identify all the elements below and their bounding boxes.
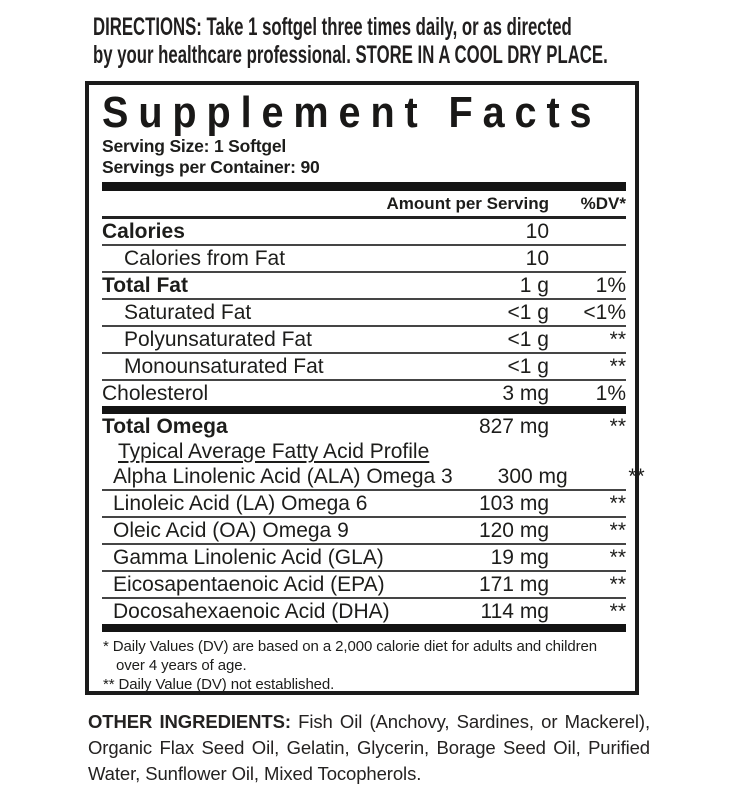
other-ingredients-text: Fish Oil (Anchovy, Sardines, or Mackerel… [88,711,651,784]
row-amount: 827 mg [478,415,549,438]
row-amount: 3 mg [502,382,549,405]
row-name: Calories [102,220,185,243]
section-divider-bar [102,406,626,414]
supplement-facts-panel: Supplement Facts Serving Size: 1 Softgel… [85,81,645,695]
row-name: Gamma Linolenic Acid (GLA) [113,546,384,569]
row-amount: 1 g [519,274,549,297]
row-dv: ** [609,519,626,542]
directions-label: DIRECTIONS: [93,13,202,41]
row-amount: 10 [525,247,549,270]
row-name: Docosahexaenoic Acid (DHA) [113,600,390,623]
row-dv: ** [609,546,626,569]
row-name: Saturated Fat [124,301,252,324]
row-amount: <1 g [507,355,549,378]
row-name: Eicosapentaenoic Acid (EPA) [113,573,385,596]
row-dv: ** [609,600,626,623]
header-top-bar [102,182,626,191]
directions-block: DIRECTIONS: Take 1 softgel three times d… [93,13,735,69]
directions-line-1: DIRECTIONS: Take 1 softgel three times d… [93,13,608,41]
row-dv: ** [609,355,626,378]
row-name: Total Fat [102,274,188,297]
header-amount-per-serving: Amount per Serving [386,194,549,213]
row-dv: 1% [595,382,626,405]
facts-row: Polyunsaturated Fat <1 g ** [102,327,626,354]
row-dv: ** [609,573,626,596]
directions-line-2-text: by your healthcare professional. [93,41,356,69]
other-ingredients: OTHER INGREDIENTS: Fish Oil (Anchovy, Sa… [88,709,650,787]
row-dv: ** [609,328,626,351]
row-name: Linoleic Acid (LA) Omega 6 [113,492,368,515]
other-ingredients-label: OTHER INGREDIENTS: [88,711,291,732]
facts-row: Oleic Acid (OA) Omega 9 120 mg ** [102,518,626,545]
row-name: Typical Average Fatty Acid Profile [118,440,430,463]
row-name: Calories from Fat [124,247,286,270]
header-dv: %DV* [580,194,626,213]
facts-row: Cholesterol 3 mg 1% [102,381,626,406]
row-name: Polyunsaturated Fat [124,328,312,351]
row-amount: 171 mg [478,573,549,596]
row-amount: 10 [525,220,549,243]
row-name: Alpha Linolenic Acid (ALA) Omega 3 [113,465,453,488]
row-amount: <1 g [507,328,549,351]
facts-header-row: Amount per Serving %DV* [102,191,626,219]
storage-instruction: STORE IN A COOL DRY PLACE. [355,41,608,69]
row-dv: ** [628,465,645,488]
footnotes: * Daily Values (DV) are based on a 2,000… [102,632,626,694]
footnote-daily-values: * Daily Values (DV) are based on a 2,000… [103,638,597,674]
facts-rows: Calories 10 Calories from Fat 10 Total Fat 1 … [102,219,645,632]
row-dv: 1% [595,274,626,297]
serving-size: Serving Size: 1 Softgel [102,136,287,156]
row-name: Cholesterol [102,382,209,405]
row-name: Total Omega [102,415,228,438]
facts-row: Linoleic Acid (LA) Omega 6 103 mg ** [102,491,626,518]
facts-row: Eicosapentaenoic Acid (EPA) 171 mg ** [102,572,626,599]
directions-line-1-text: Take 1 softgel three times daily, or as … [201,13,572,41]
supplement-facts-title: Supplement Facts [102,88,602,137]
facts-row: Saturated Fat <1 g <1% [102,300,626,327]
facts-row: Monounsaturated Fat <1 g ** [102,354,626,381]
row-name: Oleic Acid (OA) Omega 9 [113,519,349,542]
facts-row: Typical Average Fatty Acid Profile [102,439,626,464]
facts-row: Total Fat 1 g 1% [102,273,626,300]
facts-row: Calories from Fat 10 [102,246,626,273]
row-dv: ** [609,492,626,515]
servings-per-container: Servings per Container: 90 [102,157,320,177]
section-divider-bar [102,624,626,632]
row-amount: 114 mg [480,600,550,623]
row-name: Monounsaturated Fat [124,355,324,378]
row-amount: <1 g [507,301,549,324]
footnote-dv-not-established: ** Daily Value (DV) not established. [103,676,335,693]
facts-row: Alpha Linolenic Acid (ALA) Omega 3 300 mg… [102,464,645,491]
row-dv: ** [609,415,626,438]
facts-row: Calories 10 [102,219,626,246]
facts-row: Total Omega 827 mg ** [102,414,626,439]
row-amount: 103 mg [478,492,549,515]
row-amount: 300 mg [497,465,568,488]
directions-line-2: by your healthcare professional. STORE I… [93,41,608,69]
facts-row: Gamma Linolenic Acid (GLA) 19 mg ** [102,545,626,572]
row-dv: <1% [583,301,626,324]
row-amount: 19 mg [490,546,549,569]
row-amount: 120 mg [478,519,549,542]
facts-row: Docosahexaenoic Acid (DHA) 114 mg ** [102,599,626,624]
